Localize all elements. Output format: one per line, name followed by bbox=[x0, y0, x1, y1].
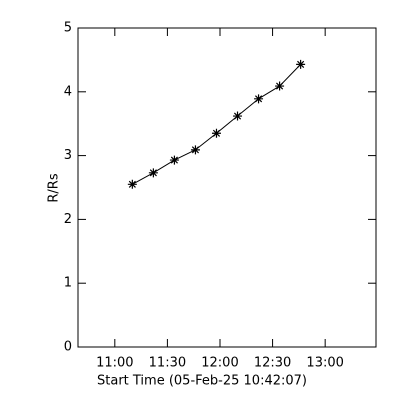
y-tick-label: 2 bbox=[64, 212, 72, 227]
x-tick-label: 12:00 bbox=[201, 356, 238, 371]
y-tick-label: 4 bbox=[64, 84, 72, 99]
plot-frame bbox=[77, 27, 377, 348]
y-tick-label: 1 bbox=[64, 276, 72, 291]
y-tick-label: 0 bbox=[64, 340, 72, 355]
x-tick-label: 13:00 bbox=[306, 356, 343, 371]
data-line bbox=[132, 64, 301, 185]
data-point bbox=[275, 81, 285, 91]
y-tick-label: 5 bbox=[64, 21, 72, 36]
x-axis-label: Start Time (05-Feb-25 10:42:07) bbox=[97, 374, 307, 389]
x-tick-label: 11:00 bbox=[96, 356, 133, 371]
data-point bbox=[233, 111, 243, 121]
x-tick-label: 12:30 bbox=[254, 356, 291, 371]
data-point bbox=[190, 145, 200, 155]
data-point bbox=[148, 168, 158, 178]
y-axis-label: R/Rs bbox=[47, 173, 62, 202]
x-tick-label: 11:30 bbox=[149, 356, 186, 371]
data-point bbox=[169, 155, 179, 165]
data-point bbox=[296, 59, 306, 69]
data-point bbox=[211, 128, 221, 138]
data-point bbox=[254, 94, 264, 104]
data-point bbox=[127, 179, 137, 189]
y-tick-label: 3 bbox=[64, 148, 72, 163]
